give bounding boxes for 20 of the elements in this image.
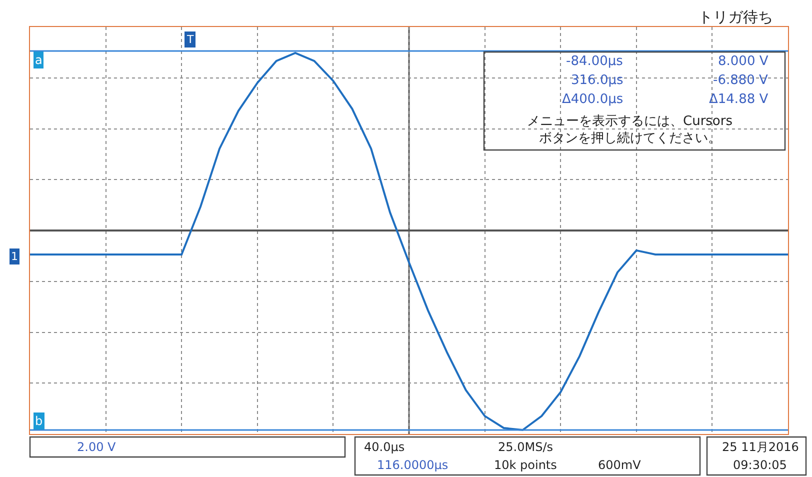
text: 2.00 V bbox=[77, 440, 117, 454]
text: 09:30:05 bbox=[733, 458, 787, 472]
annotation: 8.000 V bbox=[718, 54, 768, 69]
annotation: メニューを表示するには、Cursors ボタンを押し続けてください。 bbox=[527, 114, 733, 146]
text: 600mV bbox=[598, 458, 642, 472]
annotation: -6.880 V bbox=[713, 73, 768, 88]
text: 10k points bbox=[494, 458, 557, 472]
annotation: Δ400.0µs bbox=[562, 92, 624, 107]
annotation: Δ14.88 V bbox=[709, 92, 768, 107]
ref-line-label: a bbox=[35, 53, 42, 67]
annotation: 316.0µs bbox=[571, 73, 624, 88]
text: T bbox=[186, 33, 194, 46]
annotation: -84.00µs bbox=[566, 54, 624, 69]
text: トリガ待ち bbox=[698, 8, 773, 26]
text: 1 bbox=[11, 250, 18, 263]
text: 25 11月2016 bbox=[722, 440, 799, 454]
text: 116.0000µs bbox=[377, 458, 448, 472]
text: 40.0µs bbox=[364, 440, 405, 454]
ref-line-label: b bbox=[35, 414, 43, 428]
text: 25.0MS/s bbox=[498, 440, 553, 454]
